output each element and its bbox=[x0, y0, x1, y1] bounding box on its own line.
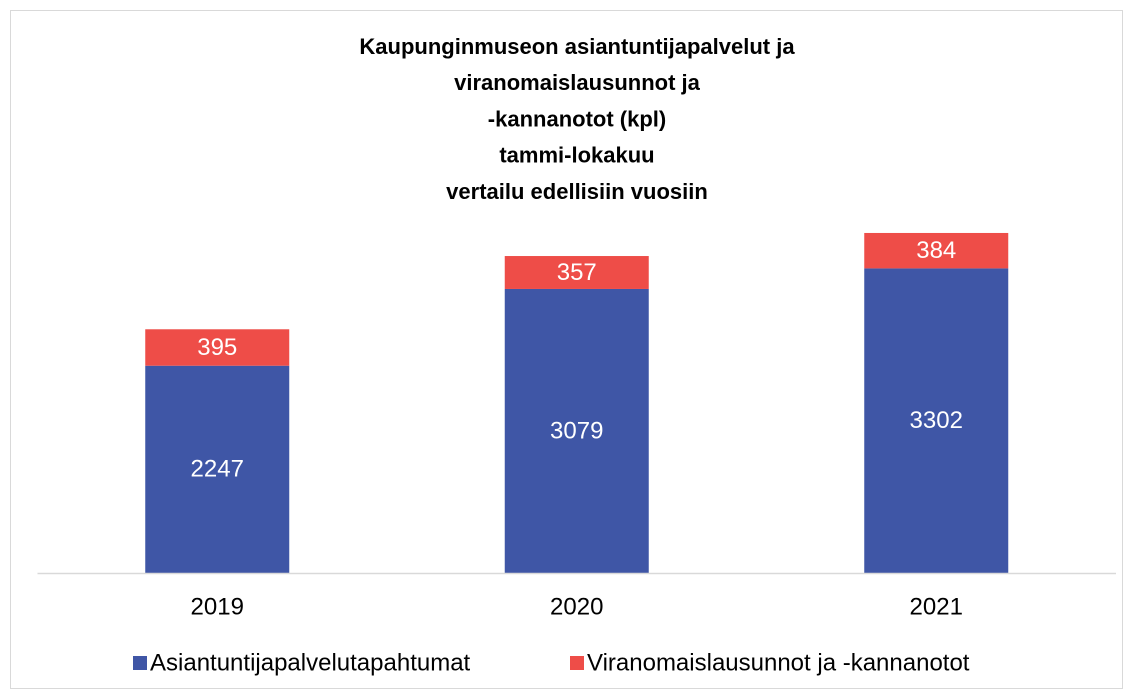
legend-swatch bbox=[133, 656, 147, 670]
chart-title: Kaupunginmuseon asiantuntijapalvelut ja bbox=[359, 34, 795, 59]
chart-title: tammi-lokakuu bbox=[499, 143, 654, 168]
data-label: 395 bbox=[197, 334, 237, 361]
bar-segment bbox=[504, 288, 649, 573]
x-tick-label: 2020 bbox=[550, 593, 603, 620]
data-label: 3302 bbox=[910, 407, 963, 434]
data-label: 3079 bbox=[550, 417, 603, 444]
legend-swatch bbox=[570, 656, 584, 670]
x-tick-label: 2019 bbox=[191, 593, 244, 620]
bar-segment bbox=[145, 365, 290, 573]
bar-segment bbox=[864, 232, 1009, 269]
data-label: 384 bbox=[916, 237, 956, 264]
legend-label: Viranomaislausunnot ja -kannanotot bbox=[587, 649, 970, 676]
legend-label: Asiantuntijapalvelutapahtumat bbox=[150, 649, 471, 676]
bar-segment bbox=[504, 256, 649, 289]
data-label: 2247 bbox=[191, 456, 244, 483]
chart-title: -kannanotot (kpl) bbox=[488, 106, 666, 131]
data-label: 357 bbox=[557, 259, 597, 286]
bar-segment bbox=[864, 268, 1009, 573]
bar-segment bbox=[145, 329, 290, 366]
chart-title: viranomaislausunnot ja bbox=[454, 70, 700, 95]
chart-title: vertailu edellisiin vuosiin bbox=[446, 179, 708, 204]
x-tick-label: 2021 bbox=[910, 593, 963, 620]
